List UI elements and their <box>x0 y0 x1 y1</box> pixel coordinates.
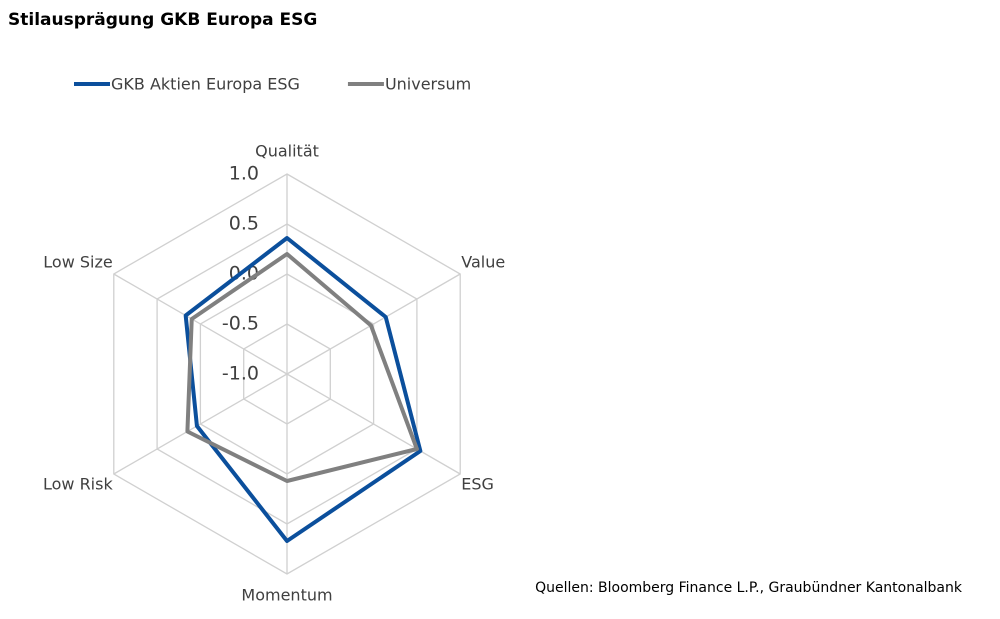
y-tick-label: -1.0 <box>222 363 259 385</box>
category-label: Low Risk <box>43 475 113 494</box>
legend-label: GKB Aktien Europa ESG <box>111 75 300 94</box>
y-tick-label: -0.5 <box>222 313 259 335</box>
spoke <box>286 273 461 375</box>
legend-label: Universum <box>385 75 471 94</box>
spoke <box>113 273 288 375</box>
y-tick-label: 1.0 <box>229 163 259 185</box>
y-tick-label: 0.5 <box>229 213 259 235</box>
category-label: Qualität <box>255 142 319 161</box>
category-label: Momentum <box>241 586 332 605</box>
chart-title: Stilausprägung GKB Europa ESG <box>8 10 317 30</box>
category-label: ESG <box>461 475 494 494</box>
spoke <box>113 373 288 475</box>
category-label: Low Size <box>43 253 112 272</box>
series-line <box>183 236 423 543</box>
series-line <box>185 252 419 483</box>
category-label: Value <box>461 253 505 272</box>
source: Quellen: Bloomberg Finance L.P., Graubün… <box>535 580 963 596</box>
spoke <box>286 373 461 475</box>
